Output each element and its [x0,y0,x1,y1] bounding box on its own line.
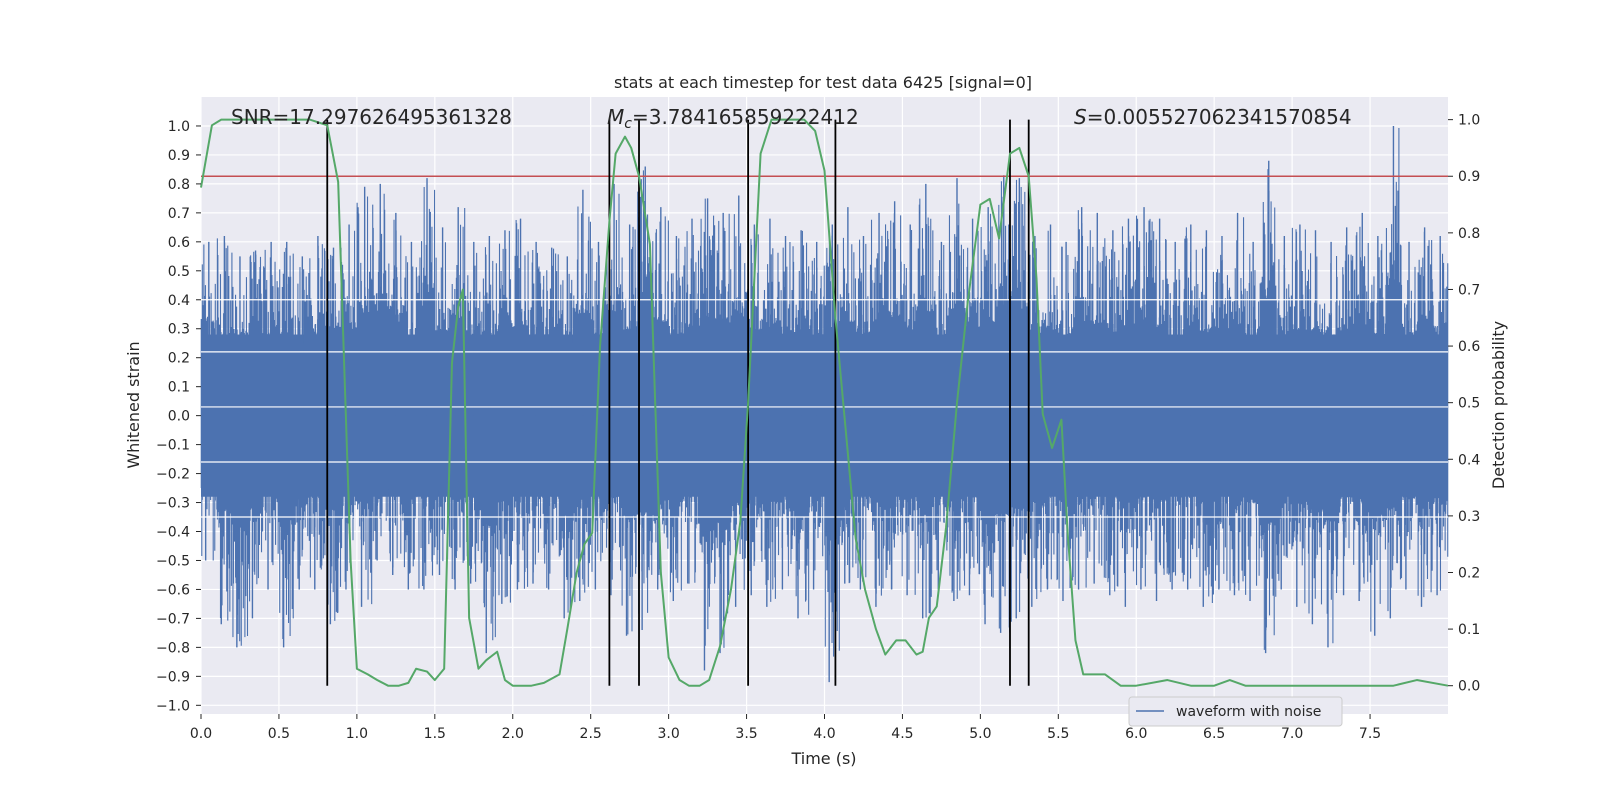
chirp-mass-symbol: M [607,105,624,129]
left-tick-label-12: −0.2 [156,467,190,483]
probability-series [200,118,1449,687]
right-tick-label-2: 0.8 [1458,226,1480,242]
right-tick-label-6: 0.4 [1458,452,1480,468]
left-tick-label-13: −0.3 [156,496,190,512]
left-tick-label-5: 0.5 [168,264,190,280]
left-tick-label-14: −0.4 [156,525,190,541]
x-tick-label-9: 4.5 [891,726,913,742]
x-tick-label-3: 1.5 [424,726,446,742]
left-tick-label-17: −0.7 [156,611,190,627]
x-tick-label-12: 6.0 [1125,726,1147,742]
right-tick-label-10: 0.0 [1458,679,1480,695]
left-tick-label-4: 0.6 [168,235,190,251]
waveform-noise-trace [200,128,1449,657]
left-tick-label-8: 0.2 [168,351,190,367]
x-tick-label-1: 0.5 [268,726,290,742]
legend-label-waveform: waveform with noise [1176,704,1321,720]
left-tick-label-3: 0.7 [168,206,190,222]
left-tick-label-20: −1.0 [156,698,190,714]
right-tick-label-9: 0.1 [1458,622,1480,638]
x-tick-label-7: 3.5 [735,726,757,742]
s-statistic-symbol: S [1074,105,1087,129]
left-axis-ticks: 1.0 0.9 0.8 0.7 0.6 0.5 0.4 0.3 0.2 0.1 0.0 −0.1 −0.… [156,119,201,714]
event-vertical-lines [326,119,1030,686]
x-tick-label-8: 4.0 [813,726,835,742]
left-tick-label-18: −0.8 [156,640,190,656]
s-statistic-value: =0.005527062341570854 [1087,105,1352,129]
right-tick-label-7: 0.3 [1458,509,1480,525]
right-tick-label-1: 0.9 [1458,169,1480,185]
left-tick-label-9: 0.1 [168,380,190,396]
right-tick-label-8: 0.2 [1458,565,1480,581]
right-axis-ticks: 1.0 0.9 0.8 0.7 0.6 0.5 0.4 0.3 0.2 0.1 0.0 [1448,113,1480,695]
left-tick-label-11: −0.1 [156,438,190,454]
x-axis-ticks: 0.0 0.5 1.0 1.5 2.0 2.5 3.0 3.5 4.0 4.5 5.0 5.5 6.0 6… [190,714,1381,742]
left-tick-label-7: 0.3 [168,322,190,338]
left-tick-label-10: 0.0 [168,409,190,425]
left-axis-label: Whitened strain [124,341,143,468]
x-tick-label-0: 0.0 [190,726,212,742]
left-tick-label-1: 0.9 [168,148,190,164]
x-tick-label-4: 2.0 [502,726,524,742]
right-tick-label-4: 0.6 [1458,339,1480,355]
right-axis-label: Detection probability [1489,321,1508,489]
x-tick-label-14: 7.0 [1281,726,1303,742]
chirp-mass-annotation: Mc=3.784165859222412 [607,105,859,132]
left-tick-label-2: 0.8 [168,177,190,193]
chirp-mass-subscript: c [624,116,632,132]
x-tick-label-6: 3.0 [657,726,679,742]
left-tick-label-6: 0.4 [168,293,190,309]
right-tick-label-3: 0.7 [1458,282,1480,298]
left-tick-label-16: −0.6 [156,582,190,598]
x-tick-label-11: 5.5 [1047,726,1069,742]
left-tick-label-15: −0.5 [156,553,190,569]
left-tick-label-0: 1.0 [168,119,190,135]
x-tick-label-5: 2.5 [580,726,602,742]
right-tick-label-5: 0.5 [1458,396,1480,412]
legend: waveform with noise [1128,696,1343,727]
chart-title: stats at each timestep for test data 642… [614,73,1032,92]
right-tick-label-0: 1.0 [1458,113,1480,129]
x-tick-label-10: 5.0 [969,726,991,742]
x-tick-label-13: 6.5 [1203,726,1225,742]
chirp-mass-value: =3.784165859222412 [632,105,859,129]
probability-line-0 [200,118,1449,687]
s-statistic-annotation: S=0.005527062341570854 [1074,105,1352,129]
snr-annotation: SNR=17.297626495361328 [231,105,512,129]
x-tick-label-2: 1.0 [346,726,368,742]
x-axis-label: Time (s) [790,749,856,768]
x-tick-label-15: 7.5 [1359,726,1381,742]
left-tick-label-19: −0.9 [156,669,190,685]
waveform-series [200,125,1449,683]
legend-box [1128,696,1343,727]
